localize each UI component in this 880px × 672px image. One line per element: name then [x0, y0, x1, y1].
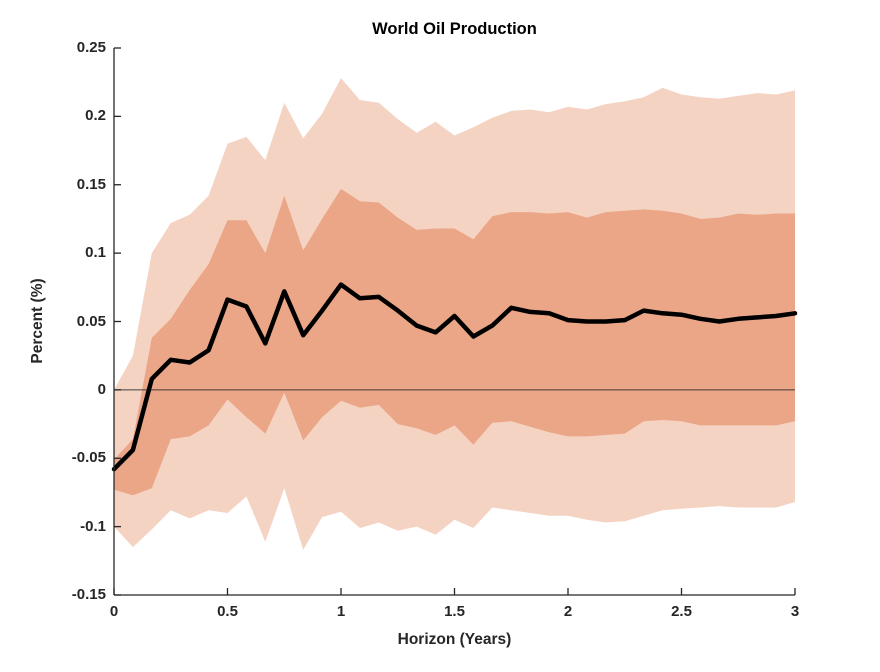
- y-tick-label: 0: [97, 380, 106, 398]
- x-tick-label: 1: [336, 603, 346, 620]
- y-tick-label: 0.05: [76, 312, 106, 330]
- y-tick-label: 0.15: [76, 175, 106, 193]
- x-tick-label: 2.5: [671, 603, 692, 620]
- y-tick-label: 0.1: [85, 244, 106, 262]
- x-tick-label: 2: [563, 603, 573, 620]
- x-tick-label: 0.5: [217, 603, 238, 620]
- x-tick-label: 1.5: [444, 603, 465, 620]
- point-estimate-line: [111, 282, 798, 472]
- chart-title: World Oil Production: [372, 20, 537, 38]
- x-axis-label: Horizon (Years): [397, 631, 512, 648]
- y-tick-label: -0.15: [71, 586, 106, 603]
- x-tick-label: 3: [790, 603, 800, 620]
- x-tick-label: 0: [109, 603, 119, 620]
- inner-credible-band: [114, 188, 795, 496]
- y-tick-label: 0.2: [85, 107, 106, 125]
- y-tick-label: 0.25: [76, 39, 106, 56]
- y-tick-label: -0.05: [71, 449, 106, 467]
- y-tick-label: -0.1: [80, 517, 106, 535]
